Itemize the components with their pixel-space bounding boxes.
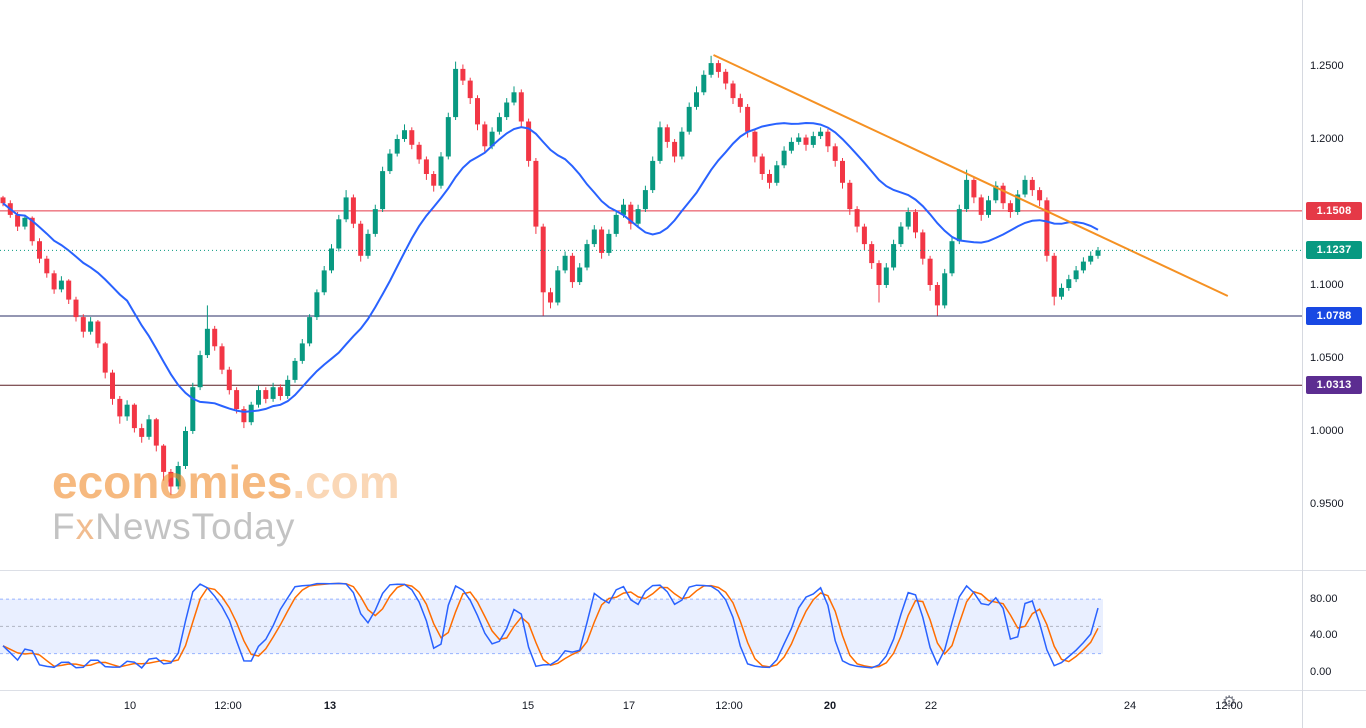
- price-chart-svg: [0, 54, 1302, 496]
- time-axis[interactable]: ⚙ 10 12:00 13 15 17 12:00 20 22 24 12:00: [0, 691, 1366, 728]
- time-axis-label: 20: [823, 700, 837, 712]
- stoch-tick-label: 40.00: [1310, 629, 1338, 642]
- price-tick-label: 0.9500: [1310, 498, 1344, 510]
- time-axis-label: 12:00: [1215, 700, 1243, 712]
- pane-separator[interactable]: [0, 570, 1366, 571]
- time-axis-label: 22: [924, 700, 938, 712]
- ma-line[interactable]: [2, 121, 1099, 413]
- descending-trendline[interactable]: [713, 54, 1229, 297]
- price-tick-label: 1.1000: [1310, 279, 1344, 291]
- price-axis[interactable]: 1.25001.20001.15001.10001.05001.00000.95…: [1303, 0, 1366, 728]
- time-axis-label: 24: [1123, 700, 1137, 712]
- time-axis-label: 12:00: [715, 700, 743, 712]
- price-tick-label: 1.2500: [1310, 59, 1344, 72]
- time-axis-label: 15: [521, 700, 535, 712]
- stochastic-svg: [0, 582, 1103, 669]
- price-axis-border: [1302, 0, 1303, 728]
- price-level-badge[interactable]: 1.0788: [1306, 306, 1362, 325]
- candlestick-series: [0, 55, 1101, 496]
- time-axis-label: 13: [323, 700, 337, 712]
- settings-gear-icon[interactable]: ⚙: [1222, 694, 1237, 711]
- stochastic-panel[interactable]: [0, 570, 1302, 690]
- price-level-badge[interactable]: 1.1237: [1306, 241, 1362, 260]
- stoch-tick-label: 0.00: [1310, 665, 1332, 678]
- price-panel[interactable]: [0, 0, 1302, 570]
- price-tick-label: 1.0500: [1310, 352, 1344, 364]
- price-tick-label: 1.0000: [1310, 425, 1344, 437]
- price-level-badge[interactable]: 1.0313: [1306, 376, 1362, 395]
- time-axis-label: 10: [123, 700, 137, 712]
- time-axis-separator: [0, 690, 1366, 691]
- price-tick-label: 1.2000: [1310, 132, 1344, 145]
- time-axis-label: 12:00: [214, 700, 242, 712]
- time-axis-label: 17: [622, 700, 636, 712]
- stoch-k-line: [2, 582, 1099, 669]
- stoch-tick-label: 80.00: [1310, 593, 1338, 606]
- price-level-badge[interactable]: 1.1508: [1306, 201, 1362, 220]
